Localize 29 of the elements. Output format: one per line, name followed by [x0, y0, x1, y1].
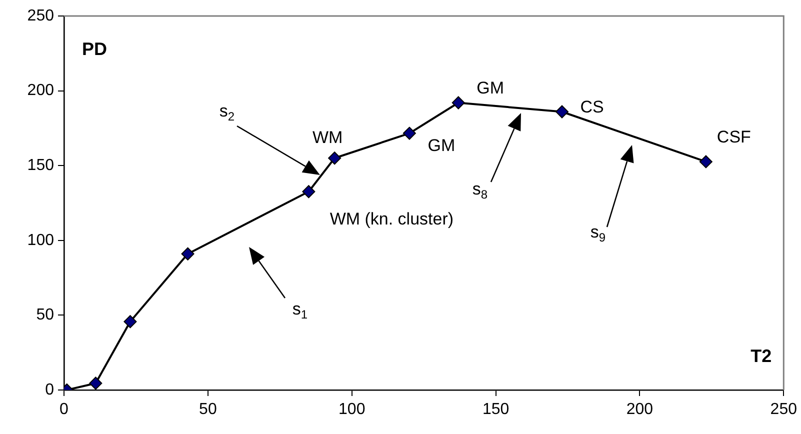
- annotation: WM: [312, 128, 343, 147]
- annotation: WM (kn. cluster): [330, 209, 454, 228]
- annotation: CSF: [716, 127, 751, 146]
- x-tick-label: 100: [338, 401, 366, 418]
- point: [181, 247, 194, 260]
- point: [452, 96, 465, 110]
- x-tick-label: 250: [770, 401, 798, 418]
- x-tick-label: 150: [482, 401, 510, 418]
- annotation: GM: [476, 78, 504, 98]
- y-tick-label: 50: [36, 306, 54, 324]
- x-axis-title: T2: [750, 346, 772, 366]
- y-axis-title: PD: [82, 38, 108, 59]
- annotation: CS: [580, 97, 604, 116]
- y-tick-label: 250: [27, 7, 54, 24]
- y-tick-label: 100: [27, 232, 54, 249]
- x-tick-label: 200: [626, 401, 654, 418]
- point: [124, 315, 137, 328]
- point: [302, 185, 316, 198]
- y-tick-label: 200: [27, 82, 54, 100]
- x-tick-label: 50: [199, 401, 217, 418]
- point: [402, 126, 416, 140]
- point: [556, 105, 568, 118]
- point: [328, 152, 342, 165]
- point: [699, 155, 712, 168]
- y-tick-label: 0: [45, 381, 54, 398]
- y-tick-label: 150: [27, 157, 54, 174]
- point: [89, 376, 102, 390]
- annotation: GM: [428, 136, 456, 155]
- x-tick-label: 0: [60, 401, 69, 418]
